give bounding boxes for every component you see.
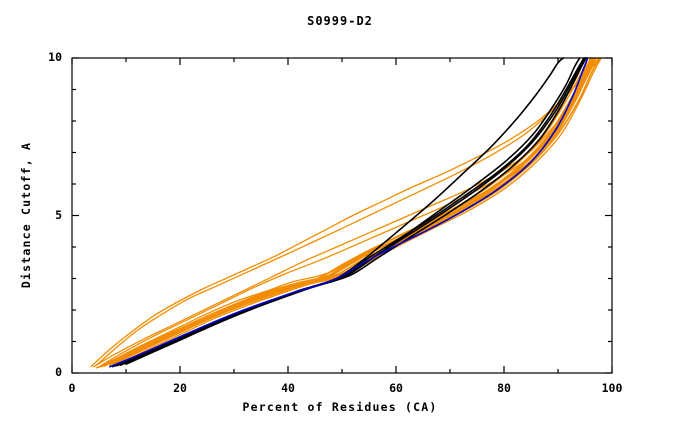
series-line (90, 57, 600, 368)
series-line (119, 57, 602, 364)
series-line (98, 57, 589, 368)
series-line (109, 57, 594, 366)
y-tick-label: 0 (55, 365, 62, 379)
series-line (109, 57, 597, 366)
series-layer (90, 57, 602, 369)
x-axis-label: Percent of Residues (CA) (242, 400, 438, 414)
y-tick-label: 10 (48, 50, 62, 64)
series-line (101, 57, 597, 366)
plot-frame (71, 57, 613, 374)
x-tick-label: 0 (68, 381, 76, 395)
x-tick-label: 100 (601, 381, 623, 395)
x-tick-label: 40 (281, 381, 295, 395)
series-line (95, 57, 586, 369)
series-line (111, 57, 596, 365)
series-line (109, 57, 589, 368)
x-tick-label: 80 (497, 381, 511, 395)
y-tick-label: 5 (55, 207, 62, 222)
series-line (103, 57, 592, 367)
axis-frame (71, 57, 613, 374)
series-line (103, 57, 593, 367)
x-tick-label: 60 (389, 381, 403, 395)
series-line (98, 57, 589, 368)
series-line (95, 57, 602, 366)
series-line (92, 57, 594, 368)
series-line (101, 57, 592, 368)
x-tick-label: 20 (173, 381, 187, 395)
series-line (106, 57, 597, 365)
chart-title: S0999-D2 (307, 14, 373, 28)
series-line (125, 57, 587, 365)
